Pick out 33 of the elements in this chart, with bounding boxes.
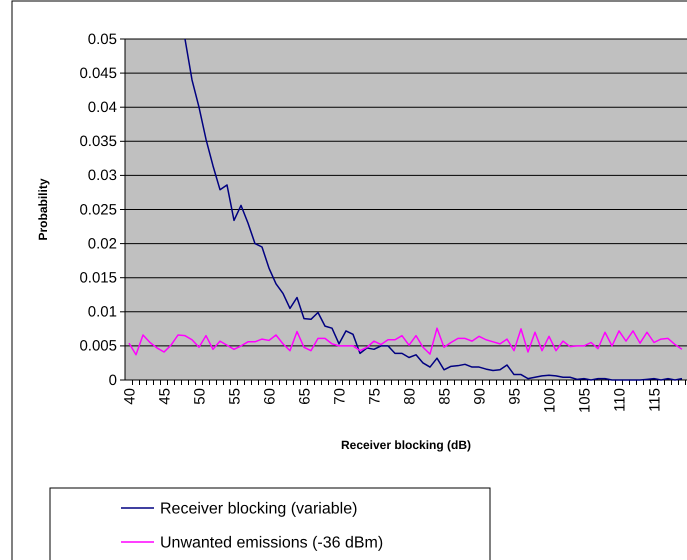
x-tick-label: 50: [191, 388, 208, 405]
x-tick-label: 115: [646, 388, 664, 412]
x-tick-label: 55: [226, 388, 244, 405]
y-tick-label: 0.035: [79, 133, 117, 150]
x-tick-label: 95: [506, 388, 524, 405]
y-tick-label: 0.015: [79, 270, 117, 286]
legend-label: Receiver blocking (variable): [160, 500, 358, 518]
x-tick-label: 80: [401, 388, 418, 405]
x-tick-label: 110: [611, 388, 628, 412]
y-tick-label: 0.02: [88, 235, 117, 252]
y-axis-title: Probability: [36, 178, 50, 241]
y-tick-label: 0.045: [79, 64, 117, 82]
line-series: [128, 327, 683, 356]
line-series: [184, 38, 683, 381]
x-tick-label: 45: [156, 388, 174, 405]
x-tick-label: 75: [366, 388, 384, 405]
x-tick-label: 105: [576, 388, 594, 414]
y-tick-label: 0.04: [88, 99, 117, 116]
x-tick-label: 100: [541, 388, 558, 414]
x-tick-label: 65: [296, 388, 314, 405]
y-tick-label: 0.005: [79, 338, 117, 355]
x-tick-label: 60: [261, 388, 278, 405]
x-tick-label: 70: [331, 388, 348, 405]
y-tick-label: 0.03: [88, 167, 117, 184]
y-tick-label: 0.025: [79, 201, 117, 218]
y-tick-label: 0: [108, 372, 117, 389]
y-tick-label: 0.05: [88, 30, 117, 48]
x-tick-label: 85: [436, 388, 454, 405]
x-axis-title: Receiver blocking (dB): [340, 438, 472, 452]
y-tick-label: 0.01: [88, 304, 117, 321]
legend-label: Unwanted emissions (-36 dBm): [160, 534, 384, 552]
x-tick-label: 90: [471, 388, 488, 405]
x-tick-label: 40: [121, 388, 138, 405]
